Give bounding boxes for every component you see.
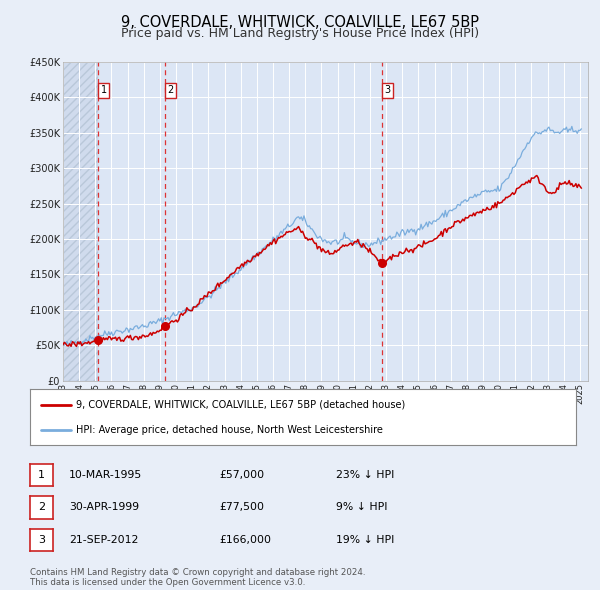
Text: 1: 1 [101,86,107,95]
Text: 2: 2 [38,503,45,512]
Text: 10-MAR-1995: 10-MAR-1995 [69,470,142,480]
Text: HPI: Average price, detached house, North West Leicestershire: HPI: Average price, detached house, Nort… [76,425,383,435]
Text: 23% ↓ HPI: 23% ↓ HPI [336,470,394,480]
Text: 1: 1 [38,470,45,480]
Text: 9% ↓ HPI: 9% ↓ HPI [336,503,388,512]
Text: 3: 3 [38,535,45,545]
Text: 9, COVERDALE, WHITWICK, COALVILLE, LE67 5BP (detached house): 9, COVERDALE, WHITWICK, COALVILLE, LE67 … [76,399,406,409]
Text: Price paid vs. HM Land Registry's House Price Index (HPI): Price paid vs. HM Land Registry's House … [121,27,479,40]
Text: £77,500: £77,500 [219,503,264,512]
Text: 2: 2 [167,86,174,95]
Text: £57,000: £57,000 [219,470,264,480]
Text: 21-SEP-2012: 21-SEP-2012 [69,535,139,545]
Text: Contains HM Land Registry data © Crown copyright and database right 2024.
This d: Contains HM Land Registry data © Crown c… [30,568,365,587]
Text: 30-APR-1999: 30-APR-1999 [69,503,139,512]
Text: £166,000: £166,000 [219,535,271,545]
Text: 9, COVERDALE, WHITWICK, COALVILLE, LE67 5BP: 9, COVERDALE, WHITWICK, COALVILLE, LE67 … [121,15,479,30]
Text: 3: 3 [384,86,390,95]
Text: 19% ↓ HPI: 19% ↓ HPI [336,535,394,545]
